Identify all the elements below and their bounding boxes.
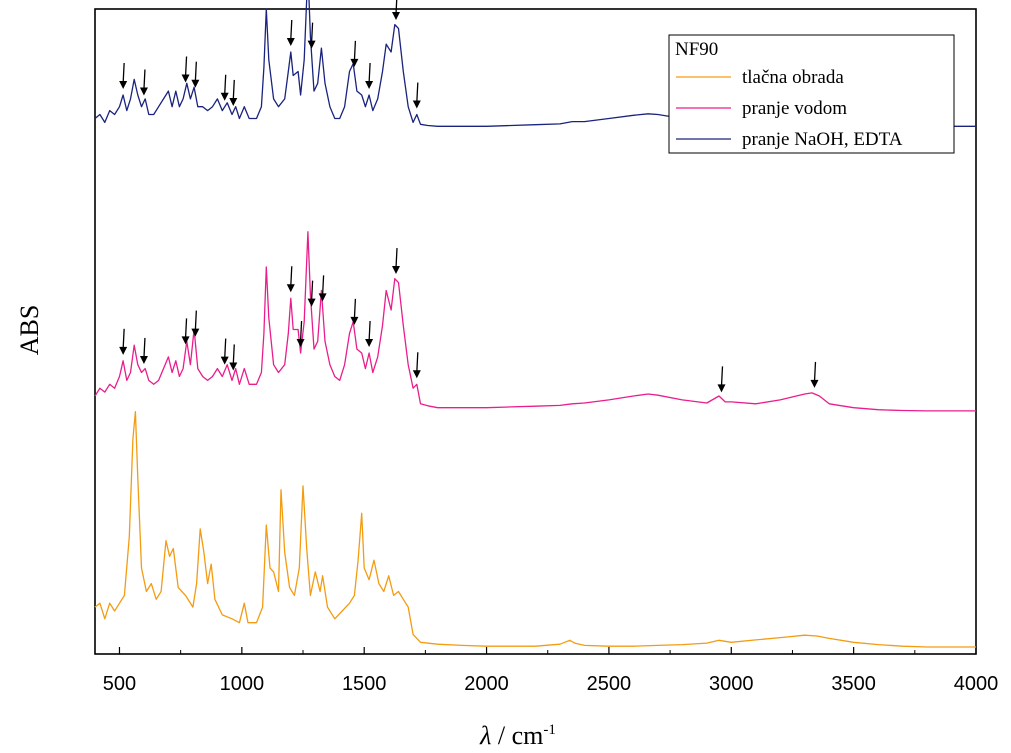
peak-arrow-shaft [416,352,419,373]
peak-arrow-head [286,284,295,293]
peak-arrow-head [220,356,229,365]
peak-arrow-head [717,384,726,393]
peak-arrow-shaft [395,0,398,14]
y-axis-label: ABS [15,305,44,356]
x-tick-label-1000: 1000 [220,673,265,695]
x-tick-label-500: 500 [103,673,136,695]
peak-arrow-shaft [143,69,146,90]
peak-arrow-shaft [184,318,188,339]
legend-label-pranje-naoh-edta: pranje NaOH, EDTA [742,129,903,150]
x-axis-label-symbol: λ [479,721,491,750]
peak-arrow-head [810,379,819,388]
peak-arrow-head [350,316,359,325]
peak-arrow-head [220,92,229,101]
legend-label-pranje-vodom: pranje vodom [742,98,847,119]
peak-arrow-shaft [122,328,125,349]
peak-arrow-shaft [194,61,197,82]
peak-arrow-head [119,346,128,355]
peak-arrow-head [139,355,148,364]
x-tick-label-1500: 1500 [342,673,387,695]
peak-arrow-head [412,370,421,379]
series-line-pranje-vodom [94,231,976,412]
legend: NF90 tlačna obrada pranje vodom pranje N… [668,34,955,154]
peak-arrow-shaft [368,62,371,84]
peak-arrow-head [392,266,401,275]
legend-title: NF90 [675,39,718,60]
peak-arrow-shaft [321,275,325,296]
x-tick-label-3000: 3000 [709,673,754,695]
peak-arrow-head [307,40,316,49]
peak-arrow-shaft [224,338,227,359]
peak-arrow-head [307,298,316,307]
peak-arrow-shaft [194,310,197,331]
peak-arrow-shaft [720,366,724,387]
peak-arrow-head [181,74,190,83]
series-line-pranje-naoh-edta [94,0,976,127]
legend-label-tlacna-obrada: tlačna obrada [742,67,844,88]
peak-arrow-head [286,38,295,46]
legend-box [668,34,955,154]
peak-arrow-shaft [299,320,303,342]
x-axis-label-unit: / cm [491,721,543,750]
peak-arrow-head [318,293,327,302]
peak-arrow-head [181,336,190,345]
peak-arrow-head [229,362,238,371]
x-axis-label-exponent: -1 [543,722,556,738]
peak-arrow-shaft [232,344,235,365]
peak-arrow-shaft [368,320,371,342]
peak-arrow-shaft [290,266,293,287]
peak-arrow-shaft [184,56,188,77]
peak-arrow-shaft [813,361,817,382]
peak-arrow-shaft [310,22,314,43]
x-tick-label-2000: 2000 [464,673,509,695]
peak-arrow-shaft [232,79,235,100]
peak-arrow-shaft [353,40,357,61]
x-tick-label-2500: 2500 [587,673,632,695]
peak-arrow-head [191,79,200,88]
peak-arrow-head [191,328,200,337]
peak-arrow-shaft [122,62,125,84]
peak-arrow-head [392,11,401,20]
peak-arrow-shaft [416,82,419,103]
plot-frame [94,8,977,655]
x-tick-label-3500: 3500 [831,673,876,695]
peak-arrow-head [229,97,238,106]
series-layer [94,0,976,648]
peak-arrow-shaft [224,74,227,95]
x-axis-ticks: 500 1000 1500 2000 2500 3000 3500 4000 [103,647,998,695]
peak-arrow-head [365,339,374,347]
peak-arrow-shaft [353,298,357,319]
peak-arrow-head [412,100,421,109]
peak-arrow-shaft [143,337,146,358]
peak-arrow-head [365,81,374,89]
peak-arrow-shaft [290,19,293,41]
peak-arrow-head [119,81,128,89]
peak-arrow-shaft [395,247,398,269]
series-line-tla-na-obrada [94,410,976,648]
peak-arrow-shaft [310,280,314,301]
x-tick-label-4000: 4000 [954,673,999,695]
peak-arrow-head [350,58,359,67]
x-axis-label: λ / cm-1 [479,721,556,750]
peak-arrow-head [139,87,148,96]
peak-arrow-head [296,339,305,347]
